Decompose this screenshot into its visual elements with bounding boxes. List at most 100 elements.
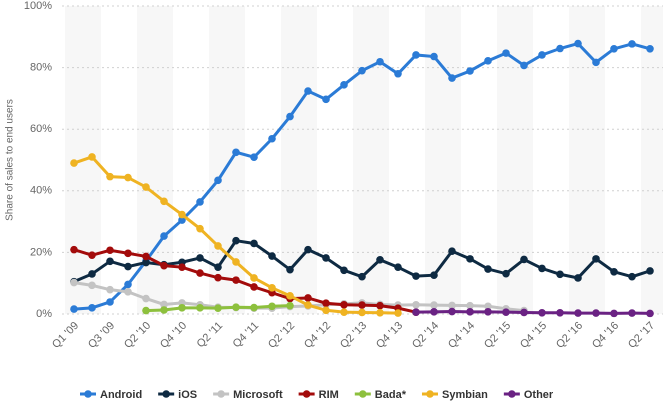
point — [646, 45, 654, 53]
point — [286, 265, 294, 274]
point — [358, 272, 366, 281]
point — [232, 258, 240, 266]
x-tick-label: Q4 '15 — [518, 320, 549, 351]
point — [574, 274, 582, 282]
point — [646, 309, 654, 318]
point — [214, 176, 222, 185]
point — [592, 255, 600, 263]
point — [106, 298, 114, 306]
point — [358, 66, 366, 75]
y-tick-label: 40% — [30, 185, 52, 197]
point — [304, 245, 312, 254]
point — [124, 288, 132, 296]
point — [106, 285, 114, 294]
point — [268, 252, 276, 260]
point — [196, 269, 204, 277]
x-tick-label: Q2 '12 — [266, 320, 297, 351]
point — [466, 67, 474, 75]
point — [196, 224, 204, 233]
point — [448, 74, 456, 82]
point — [484, 308, 492, 316]
band — [425, 6, 461, 314]
point — [178, 304, 186, 312]
y-tick-label: 100% — [24, 0, 52, 12]
point — [160, 197, 168, 206]
x-tick-label: Q2 '16 — [554, 320, 585, 351]
point — [340, 266, 348, 275]
legend-marker — [302, 390, 311, 398]
legend-item[interactable]: RIM — [298, 389, 339, 401]
legend-marker — [217, 390, 225, 398]
series — [70, 153, 402, 317]
point — [88, 281, 96, 290]
x-tick-label: Q4 '12 — [302, 320, 333, 351]
band — [641, 6, 663, 314]
point — [394, 263, 402, 271]
point — [232, 303, 240, 312]
point — [574, 39, 582, 48]
legend-item[interactable]: Bada* — [354, 389, 407, 401]
point — [124, 262, 132, 271]
point — [322, 95, 330, 104]
point — [340, 300, 348, 309]
point — [124, 173, 132, 182]
point — [304, 294, 312, 302]
point — [538, 308, 546, 317]
point — [394, 309, 402, 317]
point — [340, 308, 348, 316]
point — [628, 272, 636, 281]
legend-item[interactable]: Symbian — [421, 389, 488, 401]
point — [196, 254, 204, 262]
point — [232, 276, 240, 284]
point — [340, 81, 348, 89]
point — [376, 255, 384, 264]
point — [574, 309, 582, 317]
point — [178, 216, 186, 224]
point — [412, 51, 420, 59]
point — [88, 304, 96, 312]
legend-label: iOS — [178, 389, 197, 401]
x-tick-label: Q4 '16 — [590, 320, 621, 351]
point — [466, 255, 474, 263]
point — [70, 159, 78, 167]
point — [268, 284, 276, 292]
legend-item[interactable]: iOS — [158, 389, 197, 401]
point — [268, 134, 276, 143]
point — [448, 301, 456, 310]
point — [250, 274, 258, 282]
point — [520, 255, 528, 264]
point — [376, 308, 384, 317]
x-tick-label: Q3 '09 — [86, 320, 117, 351]
band — [281, 6, 317, 314]
point — [502, 308, 510, 316]
legend-marker — [508, 390, 516, 398]
point — [178, 210, 186, 219]
legend-marker — [426, 390, 434, 398]
point — [106, 172, 114, 181]
legend-item[interactable]: Other — [503, 389, 554, 401]
point — [70, 245, 78, 254]
x-tick-label: Q4 '10 — [158, 320, 189, 351]
point — [412, 272, 420, 280]
point — [70, 278, 78, 287]
legend-item[interactable]: Microsoft — [213, 389, 283, 401]
point — [286, 112, 294, 121]
point — [412, 300, 420, 309]
point — [484, 265, 492, 273]
point — [466, 301, 474, 310]
point — [556, 308, 564, 317]
point — [610, 268, 618, 276]
point — [484, 302, 492, 311]
y-tick-label: 0% — [36, 308, 52, 320]
y-axis-title: Share of sales to end users — [5, 99, 16, 221]
x-tick-label: Q2 '13 — [338, 320, 369, 351]
point — [304, 301, 312, 309]
legend-item[interactable]: Android — [80, 389, 142, 401]
point — [286, 292, 294, 300]
point — [142, 183, 150, 191]
point — [214, 273, 222, 282]
legend-label: RIM — [319, 389, 339, 401]
point — [214, 304, 222, 312]
point — [178, 263, 186, 271]
